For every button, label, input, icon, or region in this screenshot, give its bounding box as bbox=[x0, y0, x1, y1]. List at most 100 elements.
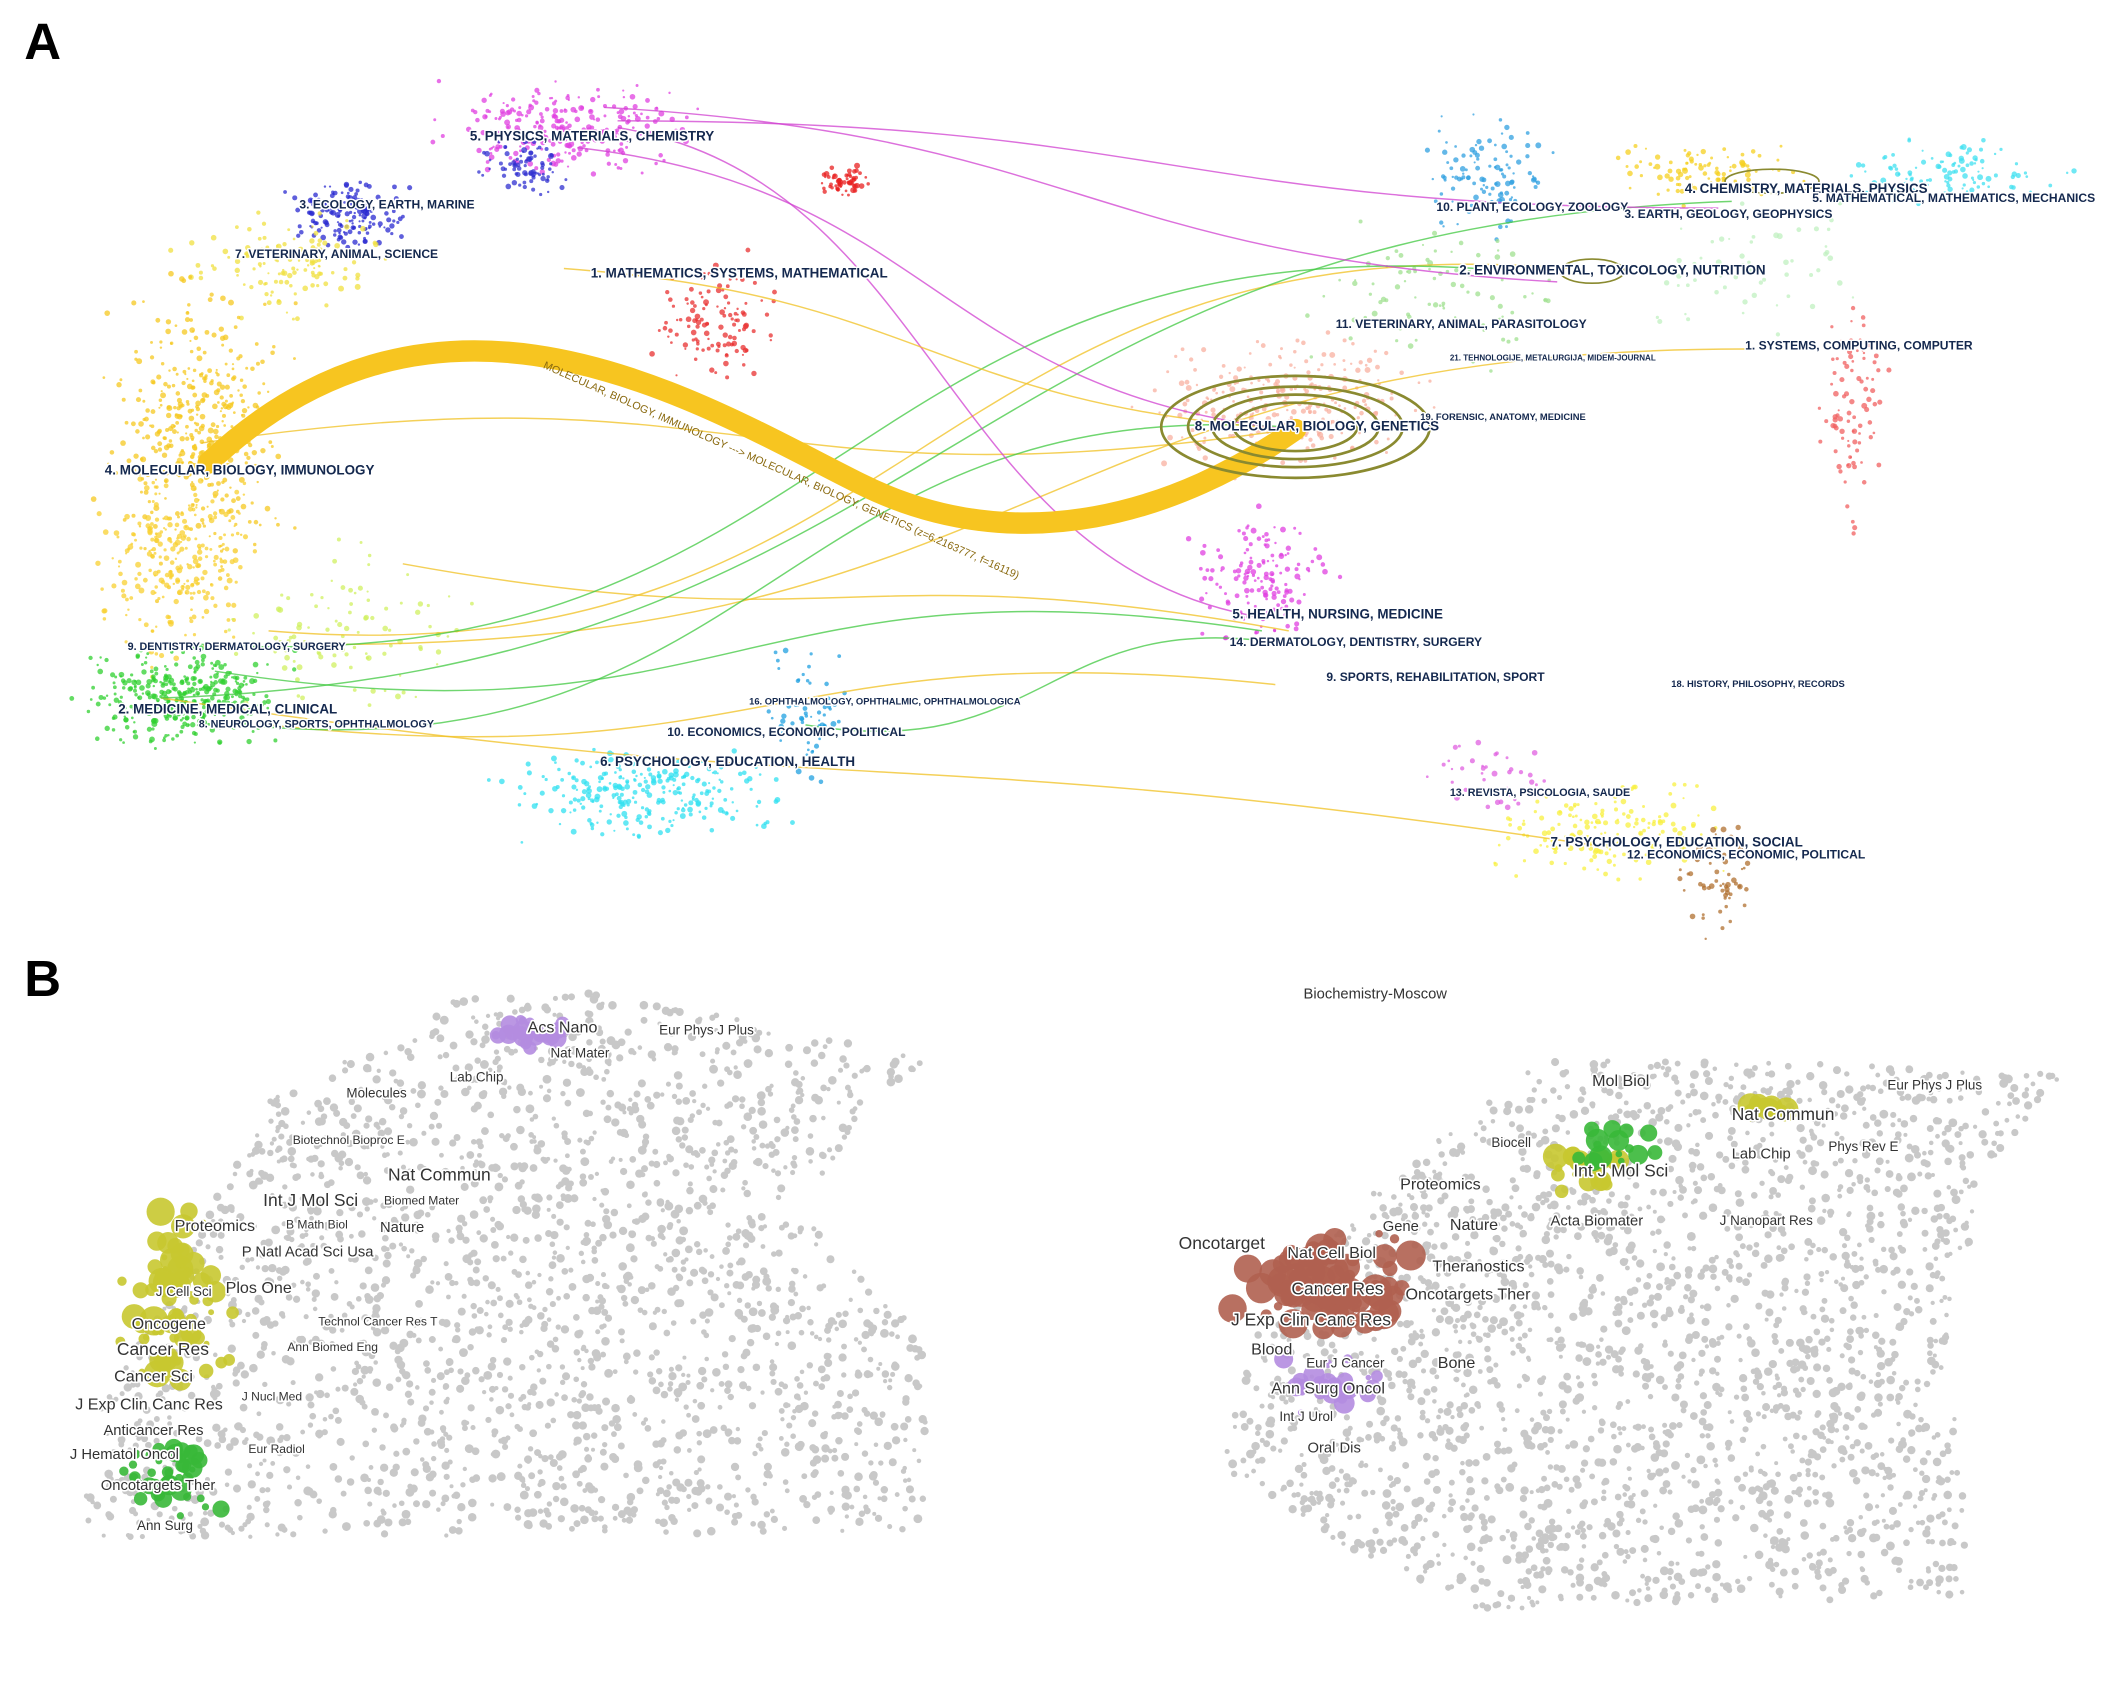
scatter-dot bbox=[1606, 858, 1612, 865]
scatter-dot bbox=[690, 300, 695, 305]
scatter-dot bbox=[222, 559, 228, 564]
journal-dot bbox=[365, 1115, 373, 1123]
scatter-dot bbox=[366, 590, 369, 593]
scatter-dot bbox=[654, 161, 658, 166]
scatter-dot bbox=[589, 114, 595, 120]
scatter-dot bbox=[821, 172, 827, 177]
scatter-dot bbox=[668, 789, 672, 793]
journal-dot bbox=[334, 1475, 343, 1483]
scatter-dot bbox=[166, 405, 171, 410]
scatter-dot bbox=[1476, 157, 1480, 161]
scatter-dot bbox=[225, 686, 231, 692]
scatter-dot bbox=[1497, 843, 1501, 847]
scatter-dot bbox=[213, 515, 218, 520]
scatter-dot bbox=[216, 373, 220, 377]
journal-dot bbox=[818, 1383, 826, 1391]
scatter-dot bbox=[355, 272, 361, 278]
scatter-dot bbox=[1245, 594, 1249, 598]
scatter-dot bbox=[234, 680, 238, 683]
scatter-dot bbox=[119, 695, 123, 699]
scatter-dot bbox=[1563, 803, 1569, 808]
scatter-dot bbox=[252, 542, 257, 547]
journal-dot bbox=[794, 1096, 804, 1105]
scatter-dot bbox=[1591, 813, 1598, 820]
scatter-dot bbox=[1826, 227, 1831, 232]
scatter-dot bbox=[152, 524, 158, 529]
journal-dot bbox=[616, 1054, 624, 1062]
journal-dot bbox=[699, 1147, 706, 1154]
journal-dot bbox=[398, 1113, 405, 1120]
journal-dot bbox=[657, 1232, 665, 1239]
scatter-dot bbox=[1475, 291, 1481, 297]
scatter-dot bbox=[1439, 192, 1444, 196]
journal-dot bbox=[648, 1371, 653, 1377]
scatter-dot bbox=[1960, 144, 1967, 150]
scatter-dot bbox=[2014, 162, 2019, 166]
scatter-dot bbox=[243, 451, 249, 457]
journal-dot bbox=[878, 1460, 884, 1466]
scatter-dot bbox=[148, 568, 152, 573]
scatter-dot bbox=[164, 497, 167, 500]
scatter-dot bbox=[1442, 149, 1448, 155]
scatter-dot bbox=[373, 241, 379, 248]
scatter-dot bbox=[97, 668, 104, 675]
scatter-dot bbox=[602, 785, 607, 790]
scatter-dot bbox=[385, 227, 391, 233]
scatter-dot bbox=[201, 705, 206, 710]
journal-dot bbox=[548, 1276, 554, 1282]
scatter-dot bbox=[751, 370, 757, 377]
journal-dot bbox=[843, 1039, 853, 1048]
journal-dot bbox=[537, 1469, 543, 1475]
scatter-dot bbox=[1280, 347, 1283, 351]
journal-dot bbox=[556, 1218, 564, 1226]
scatter-dot bbox=[1395, 339, 1399, 343]
journal-dot bbox=[473, 1101, 482, 1110]
scatter-dot bbox=[340, 585, 346, 590]
scatter-dot bbox=[700, 295, 704, 299]
scatter-dot bbox=[741, 353, 745, 356]
scatter-dot bbox=[149, 424, 152, 427]
scatter-dot bbox=[113, 530, 120, 536]
scatter-dot bbox=[723, 294, 729, 300]
scatter-dot bbox=[1872, 431, 1876, 435]
scatter-dot bbox=[382, 651, 387, 656]
journal-dot bbox=[597, 1496, 606, 1504]
journal-dot bbox=[831, 1454, 839, 1462]
journal-dot bbox=[215, 1382, 223, 1390]
journal-dot bbox=[446, 1294, 451, 1300]
scatter-dot bbox=[339, 198, 343, 202]
journal-dot bbox=[771, 1168, 776, 1173]
scatter-dot bbox=[1682, 889, 1686, 892]
scatter-dot bbox=[551, 101, 557, 106]
scatter-dot bbox=[137, 476, 143, 482]
scatter-dot bbox=[1489, 369, 1493, 373]
journal-dot bbox=[798, 1329, 805, 1336]
scatter-dot bbox=[568, 151, 571, 155]
journal-dot bbox=[385, 1383, 394, 1391]
scatter-dot bbox=[1977, 174, 1984, 181]
scatter-dot bbox=[221, 413, 227, 418]
scatter-dot bbox=[1851, 531, 1856, 536]
scatter-dot bbox=[852, 169, 857, 174]
journal-dot bbox=[820, 1084, 827, 1092]
journal-dot bbox=[549, 1301, 556, 1308]
scatter-dot bbox=[145, 434, 151, 440]
scatter-dot bbox=[1739, 201, 1745, 206]
scatter-dot bbox=[564, 151, 567, 154]
scatter-dot bbox=[484, 150, 490, 157]
journal-dot bbox=[428, 1388, 436, 1396]
scatter-dot bbox=[1296, 599, 1302, 605]
scatter-dot bbox=[1442, 225, 1445, 228]
scatter-dot bbox=[262, 262, 266, 265]
scatter-dot bbox=[841, 193, 844, 196]
scatter-dot bbox=[1274, 541, 1277, 545]
scatter-dot bbox=[215, 371, 218, 374]
scatter-dot bbox=[188, 702, 194, 707]
journal-dot bbox=[683, 1162, 689, 1168]
scatter-dot bbox=[1886, 367, 1892, 373]
scatter-dot bbox=[1993, 152, 1997, 156]
scatter-dot bbox=[264, 291, 269, 297]
scatter-dot bbox=[1203, 436, 1207, 440]
journal-dot bbox=[648, 1354, 655, 1361]
scatter-dot bbox=[1682, 167, 1688, 174]
